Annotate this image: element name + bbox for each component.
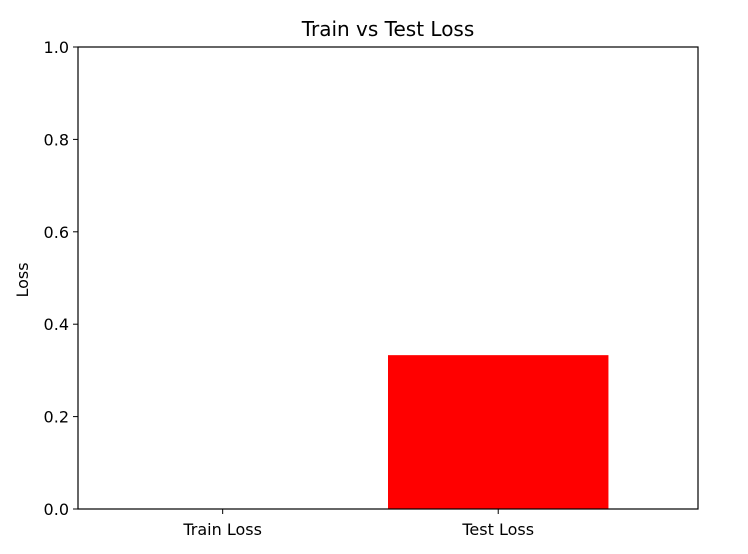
x-tick-label: Train Loss xyxy=(182,520,262,539)
x-tick-label: Test Loss xyxy=(461,520,534,539)
y-tick-label: 1.0 xyxy=(44,38,69,57)
y-axis-label: Loss xyxy=(13,262,32,297)
bar-test-loss xyxy=(388,355,609,509)
y-tick-label: 0.4 xyxy=(44,315,69,334)
y-tick-label: 0.2 xyxy=(44,408,69,427)
y-tick-label: 0.0 xyxy=(44,500,69,519)
y-tick-label: 0.8 xyxy=(44,130,69,149)
plot-frame xyxy=(77,46,699,510)
plot-area: 0.0 0.2 0.4 0.6 0.8 1.0 Train Loss Test Loss xyxy=(44,38,609,539)
y-tick-label: 0.6 xyxy=(44,223,69,242)
chart-title: Train vs Test Loss xyxy=(301,17,475,41)
